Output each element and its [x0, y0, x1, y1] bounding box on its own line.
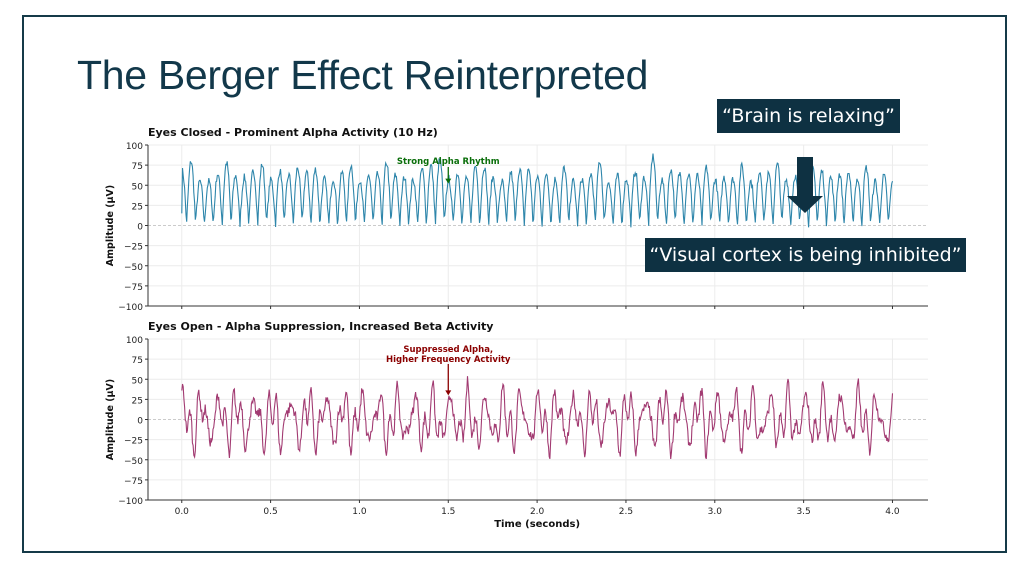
- ytick-label: −50: [124, 457, 143, 467]
- ytick-label: 75: [132, 356, 143, 366]
- xtick-label: 3.0: [708, 507, 723, 517]
- down-arrow-icon: [797, 157, 813, 197]
- annotation-label: Suppressed Alpha,: [403, 345, 493, 355]
- annotation-arrowhead-icon: [445, 390, 452, 396]
- ytick-label: −25: [124, 243, 143, 253]
- ytick-label: 75: [132, 162, 143, 172]
- ytick-label: 25: [132, 202, 143, 212]
- annotation-arrowhead-icon: [445, 178, 452, 184]
- slide-frame: [22, 15, 1007, 553]
- xtick-label: 4.0: [885, 507, 900, 517]
- ytick-label: −25: [124, 437, 143, 447]
- ytick-label: 100: [126, 142, 143, 152]
- chart-title: Eyes Open - Alpha Suppression, Increased…: [148, 320, 493, 333]
- ytick-label: 0: [137, 223, 143, 233]
- ytick-label: 25: [132, 396, 143, 406]
- ytick-label: −75: [124, 477, 143, 487]
- slide-title: The Berger Effect Reinterpreted: [77, 52, 649, 98]
- callout-brain-relaxing: “Brain is relaxing”: [717, 99, 900, 133]
- chart-panel-0: 100 75 50 25 0 −25 −50 −75 −100 Eyes Closed - Pro…: [105, 126, 928, 313]
- ytick-label: −75: [124, 283, 143, 293]
- ytick-label: −100: [118, 303, 143, 313]
- ytick-label: −100: [118, 497, 143, 507]
- ytick-label: 100: [126, 336, 143, 346]
- y-axis-label: Amplitude (μV): [105, 185, 116, 266]
- xtick-label: 2.0: [530, 507, 545, 517]
- down-arrow-head-icon: [787, 196, 823, 213]
- callout-visual-cortex-inhibited: “Visual cortex is being inhibited”: [645, 238, 966, 272]
- xtick-label: 1.5: [441, 507, 455, 517]
- x-axis-label: Time (seconds): [494, 519, 580, 530]
- chart-panel-1: 100 75 50 25 0 −25 −50 −75 −100 0.0 0.5 1.0 1.5 2.0 2.…: [105, 320, 928, 530]
- signal-trace: [181, 376, 894, 460]
- y-axis-label: Amplitude (μV): [105, 379, 116, 460]
- xtick-label: 3.5: [796, 507, 810, 517]
- annotation-label: Strong Alpha Rhythm: [397, 157, 500, 167]
- annotation-label: Higher Frequency Activity: [386, 355, 511, 365]
- ytick-label: 0: [137, 417, 143, 427]
- xtick-label: 0.5: [263, 507, 277, 517]
- signal-trace: [181, 153, 894, 228]
- ytick-label: 50: [132, 182, 144, 192]
- ytick-label: −50: [124, 263, 143, 273]
- chart-title: Eyes Closed - Prominent Alpha Activity (…: [148, 126, 438, 139]
- xtick-label: 0.0: [175, 507, 190, 517]
- xtick-label: 2.5: [619, 507, 633, 517]
- xtick-label: 1.0: [352, 507, 367, 517]
- ytick-label: 50: [132, 376, 144, 386]
